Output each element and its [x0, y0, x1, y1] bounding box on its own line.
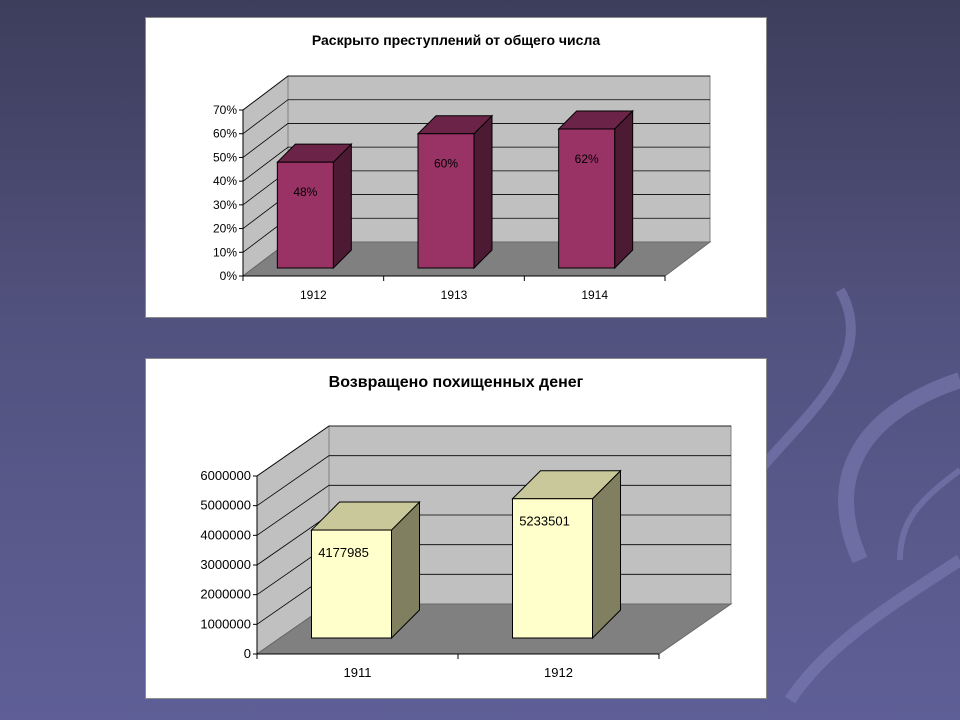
data-label: 60% — [434, 157, 458, 171]
bar — [417, 133, 475, 269]
y-tick-label: 50% — [213, 150, 237, 164]
crimes-solved-plot: 0% 10% 20% 30% 40% 50% 60% 70% 48% 1912 60% 1913 62%… — [213, 74, 712, 302]
bar-side — [614, 109, 634, 270]
y-tick-label: 3000000 — [200, 557, 251, 572]
bar — [311, 529, 392, 639]
y-tick-label: 6000000 — [200, 468, 251, 483]
data-label: 62% — [575, 152, 599, 166]
x-tick-label: 1913 — [441, 288, 468, 302]
y-tick-label: 30% — [213, 198, 237, 212]
chart-title: Возвращено похищенных денег — [328, 374, 584, 391]
data-label: 4177985 — [318, 545, 369, 560]
bar — [512, 498, 593, 639]
x-tick-label: 1912 — [544, 665, 573, 680]
gridline — [242, 75, 710, 111]
bar — [558, 128, 616, 269]
recovered-money-plot: 0 1000000 2000000 3000000 4000000 5000000 6000… — [200, 425, 733, 680]
data-label: 48% — [293, 185, 317, 199]
y-tick-label: 10% — [213, 245, 237, 259]
y-tick-label: 20% — [213, 222, 237, 236]
y-tick-label: 70% — [213, 103, 237, 117]
y-tick-label: 4000000 — [200, 527, 251, 542]
crimes-solved-chart: Раскрыто преступлений от общего числа 0%… — [145, 17, 767, 318]
gridline — [256, 455, 731, 506]
gridline — [242, 99, 710, 135]
y-tick-label: 0% — [220, 269, 238, 283]
bar — [276, 161, 334, 269]
decorative-swoosh — [756, 287, 960, 704]
y-tick-label: 2000000 — [200, 587, 251, 602]
y-tick-label: 1000000 — [200, 616, 251, 631]
x-tick-label: 1914 — [581, 288, 608, 302]
bar-side — [332, 142, 352, 270]
y-tick-label: 40% — [213, 174, 237, 188]
recovered-money-chart: Возвращено похищенных денег 0 1000000 2000… — [145, 358, 767, 699]
y-tick-label: 60% — [213, 127, 237, 141]
y-tick-label: 5000000 — [200, 498, 251, 513]
y-tick-label: 0 — [244, 646, 251, 661]
bar-side — [473, 114, 493, 270]
gridline — [256, 425, 731, 477]
chart-title: Раскрыто преступлений от общего числа — [311, 32, 601, 48]
bar-side — [592, 469, 621, 640]
x-tick-label: 1912 — [300, 288, 327, 302]
data-label: 5233501 — [519, 514, 570, 529]
x-tick-label: 1911 — [344, 665, 372, 680]
